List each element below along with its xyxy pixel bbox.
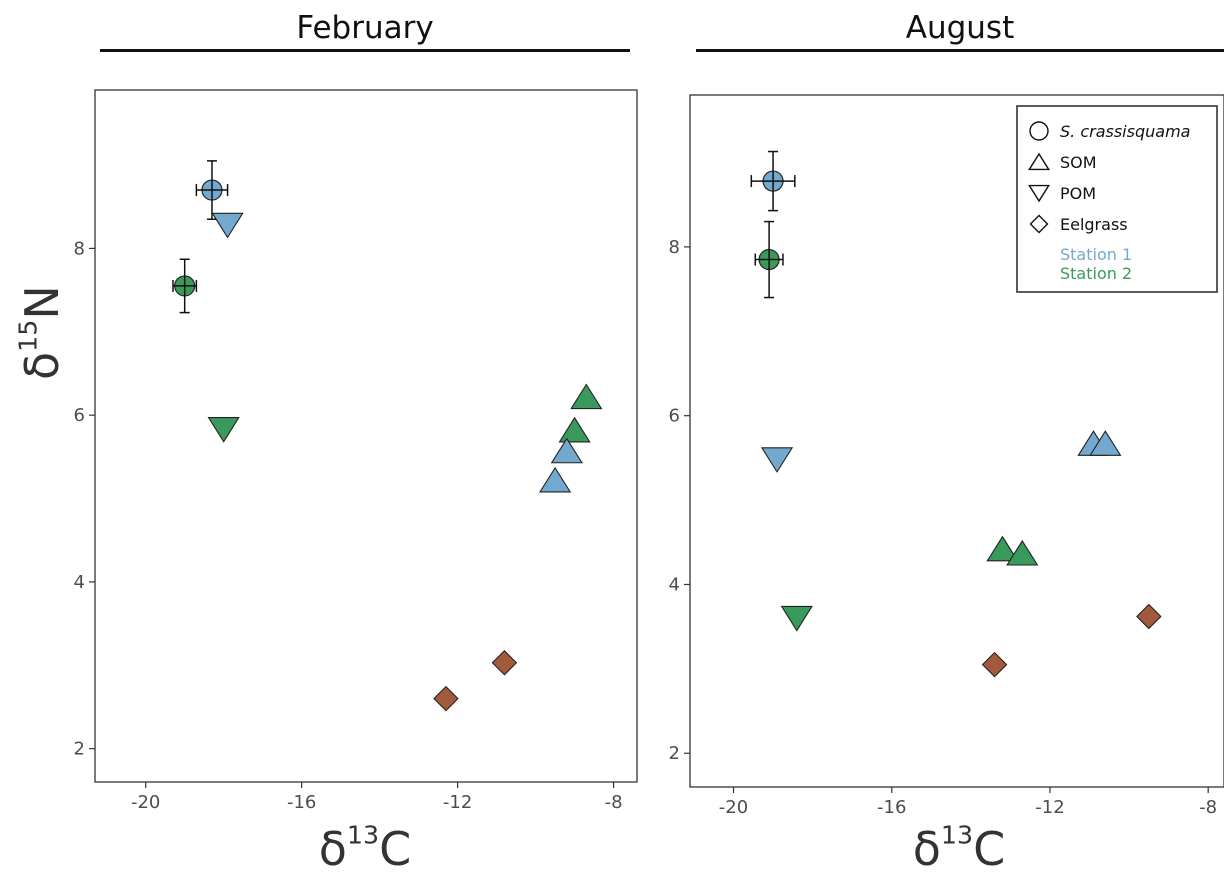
data-point-triangle-up <box>550 437 583 464</box>
data-point-triangle-down <box>760 447 794 473</box>
y-tick-label: 4 <box>669 574 680 595</box>
x-axis-label-isotope: 13 <box>346 820 380 850</box>
diamond-icon <box>1029 214 1049 234</box>
x-tick-label: -16 <box>877 797 906 818</box>
legend-item-label: POM <box>1060 184 1096 203</box>
x-tick-label: -12 <box>443 792 472 813</box>
x-tick-label: -20 <box>719 797 748 818</box>
legend-item-label: SOM <box>1060 153 1097 172</box>
y-tick-label: 6 <box>74 405 85 426</box>
y-tick-label: 2 <box>74 739 85 760</box>
x-axis-label-element: C <box>973 822 1006 876</box>
y-tick-label: 4 <box>74 572 85 593</box>
plot-frame-february <box>94 89 638 783</box>
data-point-triangle-down <box>780 605 813 632</box>
y-tick-label: 2 <box>669 743 680 764</box>
x-tick-label: -20 <box>131 792 160 813</box>
data-point-diamond <box>1136 603 1162 630</box>
y-tick-label: 8 <box>669 237 680 258</box>
triangle-down-icon <box>1028 184 1050 203</box>
x-tick-label: -12 <box>1035 797 1064 818</box>
x-axis-label-symbol: δ <box>912 822 941 876</box>
circle-icon <box>1029 121 1049 141</box>
y-tick-label: 8 <box>74 238 85 259</box>
legend-box <box>1016 105 1218 293</box>
x-axis-label-element: C <box>379 822 412 876</box>
data-point-triangle-down <box>211 212 244 239</box>
data-point-triangle-up <box>1006 539 1039 566</box>
data-point-diamond <box>491 649 518 676</box>
legend-station-label: Station 1 <box>1060 245 1132 264</box>
data-point-triangle-up <box>570 383 603 410</box>
legend-item-label: S. crassisquama <box>1060 122 1190 141</box>
y-tick-label: 6 <box>669 406 680 427</box>
triangle-up-icon <box>1028 152 1050 171</box>
legend-item-label: Eelgrass <box>1060 215 1128 234</box>
x-tick-label: -8 <box>605 792 623 813</box>
data-point-triangle-down <box>207 417 240 443</box>
x-tick-label: -16 <box>287 792 316 813</box>
title-rule-august <box>696 49 1224 52</box>
data-point-triangle-up <box>558 416 591 443</box>
panel-title-august: August <box>905 10 1015 46</box>
x-axis-label-symbol: δ <box>318 822 347 876</box>
x-axis-label-isotope: 13 <box>940 820 974 850</box>
x-axis-label-february: δ13C <box>295 822 435 876</box>
title-rule-february <box>100 49 630 52</box>
data-point-triangle-up <box>986 535 1019 562</box>
plot-frame-august <box>689 94 1224 788</box>
x-tick-label: -8 <box>1199 797 1217 818</box>
data-point-triangle-up <box>1089 430 1122 456</box>
data-point-diamond <box>433 685 459 712</box>
data-point-triangle-up <box>539 466 572 493</box>
data-point-diamond <box>981 651 1008 678</box>
legend-station-label: Station 2 <box>1060 264 1132 283</box>
panel-title-february: February <box>296 10 434 46</box>
x-axis-label-august: δ13C <box>889 822 1029 876</box>
